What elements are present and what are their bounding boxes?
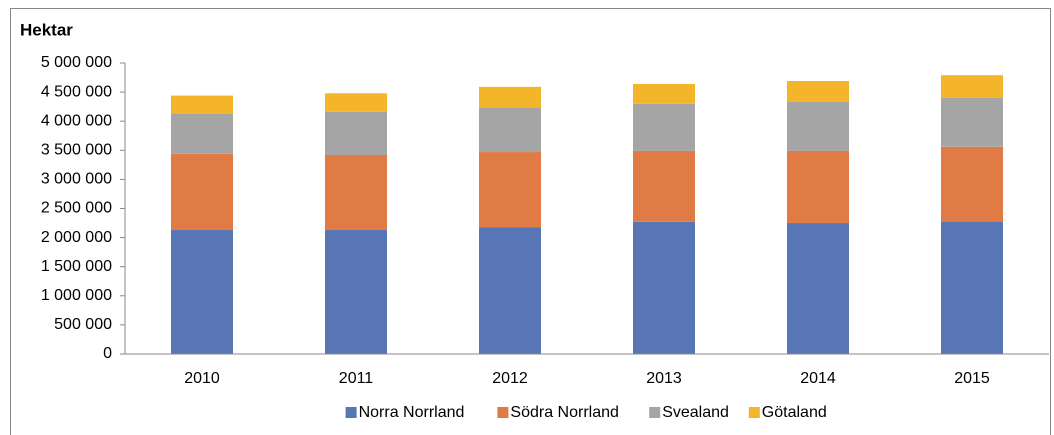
legend-swatch	[748, 407, 760, 418]
legend-swatch	[345, 407, 357, 418]
bar-segment	[325, 230, 387, 354]
y-tick-label: 1 000 000	[41, 287, 112, 304]
bar-segment	[787, 223, 849, 354]
bar-segment	[171, 113, 233, 154]
x-tick-label: 2013	[646, 370, 682, 387]
legend-label: Svealand	[662, 404, 729, 421]
legend-label: Norra Norrland	[359, 404, 465, 421]
bar-segment	[941, 75, 1003, 98]
bar-segment	[171, 95, 233, 114]
bar-segment	[633, 150, 695, 222]
bar-segment	[325, 93, 387, 112]
y-tick-label: 4 000 000	[41, 112, 112, 129]
y-tick-label: 0	[103, 345, 112, 362]
y-tick-label: 4 500 000	[41, 83, 112, 100]
x-tick-label: 2012	[492, 370, 528, 387]
legend-swatch	[497, 407, 509, 418]
legend-label: Södra Norrland	[510, 404, 619, 421]
legend-swatch	[649, 407, 661, 418]
x-tick-label: 2011	[339, 370, 374, 387]
bar-segment	[633, 83, 695, 104]
bar-segment	[479, 227, 541, 354]
bar-segment	[479, 86, 541, 108]
bar-segment	[171, 153, 233, 231]
bar-segment	[479, 152, 541, 228]
bar-segment	[787, 101, 849, 151]
bar-segment	[787, 81, 849, 102]
y-tick-label: 2 000 000	[41, 229, 112, 246]
bar-segment	[325, 111, 387, 155]
y-tick-label: 2 500 000	[41, 200, 112, 217]
y-tick-label: 3 500 000	[41, 142, 112, 159]
x-tick-label: 2015	[954, 370, 990, 387]
bar-segment	[633, 103, 695, 151]
bar-segment	[787, 150, 849, 224]
bar-segment	[941, 146, 1003, 222]
bar-segment	[171, 230, 233, 354]
bar-segment	[633, 221, 695, 354]
bar-segment	[479, 107, 541, 153]
y-tick-label: 500 000	[54, 316, 112, 333]
bar-segment	[325, 154, 387, 231]
y-tick-label: 5 000 000	[41, 54, 112, 71]
bar-segment	[941, 97, 1003, 147]
x-tick-label: 2014	[800, 370, 836, 387]
bar-segment	[941, 221, 1003, 354]
chart-title: Hektar	[20, 20, 73, 39]
legend-label: Götaland	[762, 404, 827, 421]
y-tick-label: 1 500 000	[41, 258, 112, 275]
x-tick-label: 2010	[184, 370, 220, 387]
y-tick-label: 3 000 000	[41, 171, 112, 188]
